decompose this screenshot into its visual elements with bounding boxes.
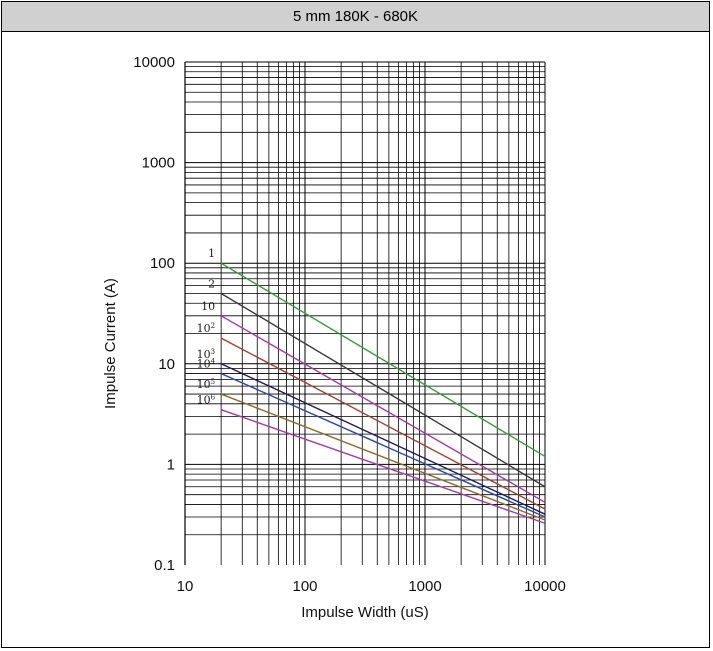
series-label-exponent: 4: [211, 358, 216, 366]
series-line: [220, 372, 546, 518]
series-line: [220, 363, 546, 515]
series-label-exponent: 5: [211, 378, 215, 386]
series-label: 10: [201, 300, 215, 313]
y-tick-label: 10: [158, 356, 175, 373]
series-label-exponent: 3: [211, 348, 215, 356]
series-line: [220, 409, 546, 524]
y-tick-label: 10000: [133, 54, 175, 71]
y-axis-title: Impulse Current (A): [102, 278, 119, 409]
series-lines: [220, 262, 546, 524]
y-tick-label: 1: [167, 456, 175, 473]
series-line: [220, 315, 546, 503]
x-tick-label: 10: [177, 578, 194, 595]
series-line: [220, 393, 546, 521]
series-line: [220, 292, 546, 488]
series-line: [220, 262, 546, 458]
y-tick-label: 100: [150, 255, 175, 272]
tick-labels: 10 100 1000 10000 0.1 1 10 100 1000 10000: [133, 54, 566, 595]
series-label: 103: [197, 348, 215, 361]
y-tick-label: 0.1: [154, 557, 175, 574]
series-label-exponent: 2: [211, 322, 215, 330]
series-label: 102: [197, 322, 215, 335]
series-label: 1: [208, 247, 215, 260]
x-axis-title: Impulse Width (uS): [301, 604, 429, 621]
series-label-exponent: 6: [211, 394, 216, 402]
series-label: 105: [197, 378, 215, 391]
series-label: 106: [197, 394, 216, 407]
series-line: [220, 337, 546, 510]
x-tick-label: 1000: [408, 578, 441, 595]
y-tick-label: 1000: [142, 155, 175, 172]
chart-title: 5 mm 180K - 680K: [2, 2, 709, 32]
grid: [185, 61, 546, 565]
series-label: 2: [208, 277, 215, 290]
x-tick-label: 100: [292, 578, 317, 595]
x-tick-label: 10000: [524, 578, 566, 595]
